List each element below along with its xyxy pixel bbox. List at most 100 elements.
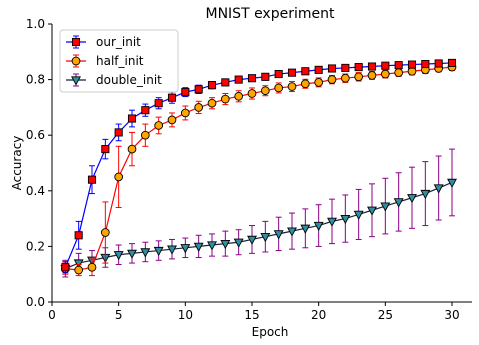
data-point xyxy=(301,67,310,76)
data-point xyxy=(353,210,364,220)
series-our_init xyxy=(61,58,457,274)
x-tick-label: 15 xyxy=(244,308,259,322)
data-point xyxy=(207,98,217,108)
series-line xyxy=(64,62,453,268)
data-point xyxy=(194,103,204,112)
data-point xyxy=(327,75,337,84)
data-point xyxy=(247,89,257,98)
data-point xyxy=(180,244,191,254)
data-point xyxy=(394,68,404,78)
data-point xyxy=(127,249,137,259)
data-point xyxy=(221,78,230,87)
legend-marker xyxy=(71,76,81,86)
data-point xyxy=(181,88,190,97)
x-tick-label: 25 xyxy=(378,308,393,322)
data-point xyxy=(220,94,230,104)
data-point xyxy=(140,130,150,140)
series-line xyxy=(65,181,453,270)
data-point xyxy=(340,214,351,225)
series-line xyxy=(65,66,453,271)
data-point xyxy=(180,108,190,118)
data-point xyxy=(394,61,403,70)
data-point xyxy=(274,83,284,93)
data-point xyxy=(300,79,310,89)
data-point xyxy=(273,230,284,240)
data-point xyxy=(381,61,390,70)
data-point xyxy=(327,217,337,227)
data-point xyxy=(234,91,244,101)
data-point xyxy=(61,263,70,272)
y-tick-label: 0.2 xyxy=(26,239,45,253)
data-point xyxy=(74,265,84,275)
data-point xyxy=(420,189,431,200)
data-point xyxy=(367,62,377,71)
data-point xyxy=(153,246,164,257)
data-point xyxy=(233,238,244,248)
data-point xyxy=(167,115,177,125)
x-axis: 0 5 10 15 20 25 30 xyxy=(48,302,460,322)
data-point xyxy=(100,228,110,237)
data-point xyxy=(127,144,137,154)
data-point xyxy=(127,114,137,123)
data-point xyxy=(167,245,177,255)
data-point xyxy=(407,60,417,69)
x-tick-label: 20 xyxy=(311,308,326,322)
data-point xyxy=(300,224,311,234)
data-point xyxy=(154,121,164,130)
data-point xyxy=(73,259,84,269)
data-point xyxy=(74,231,83,240)
legend-label: double_init xyxy=(96,73,162,87)
y-tick-label: 0.4 xyxy=(26,184,45,198)
data-point xyxy=(421,59,430,69)
legend-label: our_init xyxy=(96,35,141,49)
plot-area xyxy=(51,24,472,303)
legend-marker xyxy=(71,56,81,66)
data-point xyxy=(380,202,391,212)
y-tick-label: 0.6 xyxy=(26,128,45,142)
data-point xyxy=(287,68,297,77)
data-point xyxy=(341,63,350,72)
y-axis-title: Accuracy xyxy=(10,136,24,191)
legend-marker xyxy=(71,37,81,47)
x-tick-label: 10 xyxy=(178,308,193,322)
data-point xyxy=(367,71,377,80)
x-axis-title: Epoch xyxy=(252,325,289,339)
data-point xyxy=(154,99,163,108)
data-point xyxy=(287,227,297,237)
series-double_init xyxy=(60,148,457,278)
data-point xyxy=(354,63,363,72)
data-point xyxy=(87,262,97,272)
data-point xyxy=(113,251,124,261)
data-point xyxy=(433,184,444,194)
data-point xyxy=(313,221,324,232)
data-point xyxy=(434,59,443,68)
y-tick-label: 0.8 xyxy=(26,73,45,87)
data-point xyxy=(380,69,390,79)
data-point xyxy=(274,69,283,79)
data-point xyxy=(407,194,417,204)
data-point xyxy=(101,145,110,154)
data-point xyxy=(193,242,204,252)
data-point xyxy=(114,172,124,182)
data-point xyxy=(287,82,297,91)
data-point xyxy=(314,65,323,74)
x-tick-label: 5 xyxy=(115,308,123,322)
legend-label: half_init xyxy=(96,54,144,68)
data-point xyxy=(314,78,324,87)
data-point xyxy=(260,86,270,96)
data-point xyxy=(327,64,337,73)
y-axis: 0.0 0.2 0.4 0.6 0.8 1.0 xyxy=(26,17,52,309)
data-point xyxy=(261,72,270,81)
legend: our_init half_init double_init xyxy=(59,29,179,93)
data-point xyxy=(354,72,364,82)
data-point xyxy=(140,248,151,258)
data-point xyxy=(260,233,271,243)
data-point xyxy=(207,241,217,251)
data-point xyxy=(194,85,203,94)
series-half_init xyxy=(60,62,457,277)
data-point xyxy=(87,175,97,184)
data-point xyxy=(234,75,243,84)
data-point xyxy=(114,128,123,137)
chart-title: MNIST experiment xyxy=(206,6,335,22)
